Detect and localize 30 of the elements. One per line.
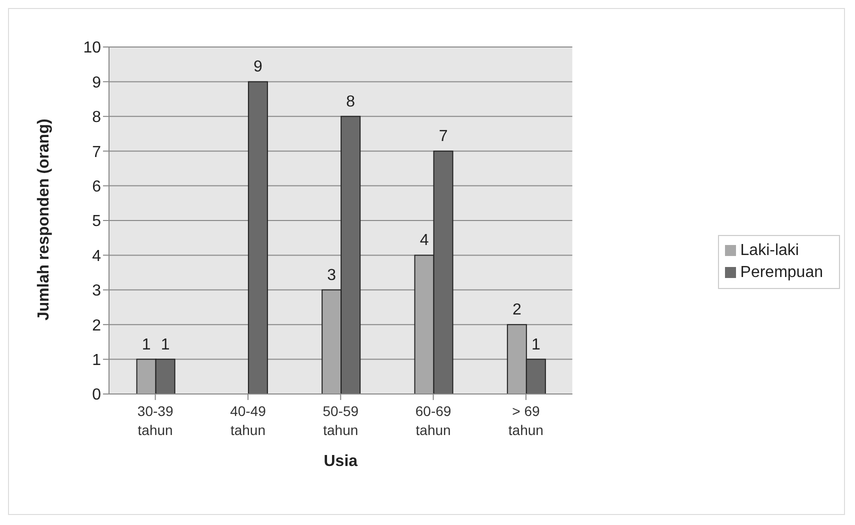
y-tick-label: 7 bbox=[92, 144, 102, 161]
y-tick-label: 5 bbox=[92, 213, 102, 230]
y-tick-label: 9 bbox=[92, 74, 102, 92]
x-tick-label: 60-69 tahun bbox=[415, 403, 452, 438]
data-label: 1 bbox=[160, 336, 170, 354]
data-label: 4 bbox=[420, 232, 429, 250]
y-tick-label: 10 bbox=[83, 40, 102, 57]
data-label: 3 bbox=[327, 266, 336, 284]
x-tick-label: > 69 tahun bbox=[508, 403, 544, 438]
y-tick-label: 3 bbox=[92, 282, 102, 300]
data-label: 1 bbox=[142, 336, 151, 354]
y-tick-label: 8 bbox=[92, 109, 102, 126]
data-label: 2 bbox=[512, 302, 522, 319]
data-label: 7 bbox=[438, 128, 448, 146]
y-tick-label: 2 bbox=[92, 317, 102, 334]
x-tick-label: 40-49 tahun bbox=[230, 403, 266, 438]
bar bbox=[248, 81, 268, 394]
y-axis-title: Jumlah responden (orang) bbox=[36, 118, 53, 320]
y-tick-label: 0 bbox=[92, 386, 102, 404]
data-label: 9 bbox=[254, 58, 262, 76]
data-label: 1 bbox=[531, 336, 540, 354]
legend-label: Perempuan bbox=[740, 264, 823, 280]
y-tick-label: 1 bbox=[92, 352, 102, 369]
x-tick-label: 50-59 tahun bbox=[322, 403, 359, 438]
y-tick-label: 4 bbox=[92, 248, 102, 265]
legend-label: Laki-laki bbox=[740, 242, 799, 258]
y-tick-label: 6 bbox=[92, 178, 102, 196]
x-tick-label: 30-39 tahun bbox=[137, 403, 174, 438]
data-label: 8 bbox=[346, 93, 356, 110]
x-axis-title: Usia bbox=[324, 453, 358, 470]
